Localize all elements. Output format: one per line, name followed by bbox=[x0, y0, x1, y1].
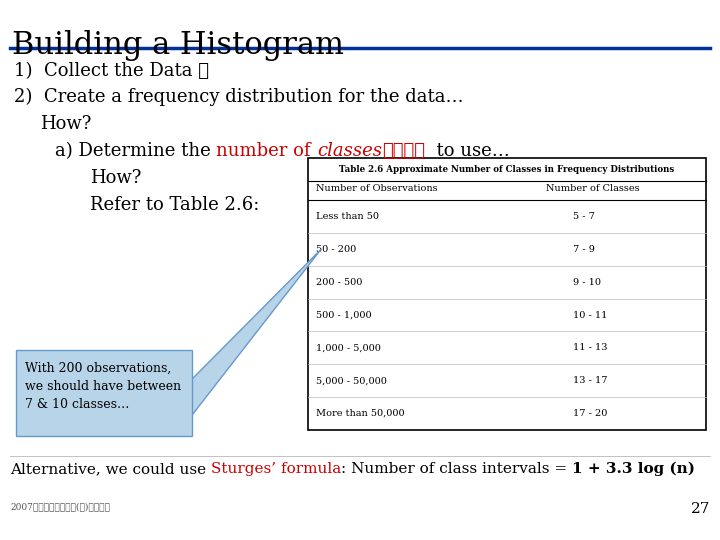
FancyBboxPatch shape bbox=[16, 350, 192, 436]
Text: 9 - 10: 9 - 10 bbox=[573, 278, 601, 287]
Text: 27: 27 bbox=[690, 502, 710, 516]
Text: 1 + 3.3 log (n): 1 + 3.3 log (n) bbox=[572, 462, 696, 476]
Text: 11 - 13: 11 - 13 bbox=[573, 343, 608, 353]
Text: How?: How? bbox=[40, 115, 91, 133]
Text: Alternative, we could use: Alternative, we could use bbox=[10, 462, 211, 476]
Polygon shape bbox=[192, 249, 321, 415]
Text: 500 - 1,000: 500 - 1,000 bbox=[316, 310, 372, 320]
Text: More than 50,000: More than 50,000 bbox=[316, 409, 405, 418]
Text: Number of Classes: Number of Classes bbox=[546, 184, 639, 193]
Text: 5,000 - 50,000: 5,000 - 50,000 bbox=[316, 376, 387, 385]
Text: 17 - 20: 17 - 20 bbox=[573, 409, 608, 418]
Text: number of: number of bbox=[217, 142, 317, 160]
Text: Number of Observations: Number of Observations bbox=[316, 184, 438, 193]
Text: Sturges’ formula: Sturges’ formula bbox=[211, 462, 341, 476]
Text: a) Determine the: a) Determine the bbox=[55, 142, 217, 160]
Text: 200 - 500: 200 - 500 bbox=[316, 278, 362, 287]
Text: With 200 observations,
we should have between
7 & 10 classes…: With 200 observations, we should have be… bbox=[25, 362, 181, 411]
Text: 2007年管理科学研究法(一)基礎概念: 2007年管理科学研究法(一)基礎概念 bbox=[10, 502, 110, 511]
Text: Less than 50: Less than 50 bbox=[316, 212, 379, 221]
Text: 13 - 17: 13 - 17 bbox=[573, 376, 608, 385]
Text: How?: How? bbox=[90, 169, 141, 187]
FancyBboxPatch shape bbox=[308, 158, 706, 430]
Text: Table 2.6 Approximate Number of Classes in Frequency Distributions: Table 2.6 Approximate Number of Classes … bbox=[339, 165, 675, 174]
Text: 10 - 11: 10 - 11 bbox=[573, 310, 608, 320]
Text: classes: classes bbox=[317, 142, 382, 160]
Text: Building a Histogram: Building a Histogram bbox=[12, 30, 344, 61]
Text: Refer to Table 2.6:: Refer to Table 2.6: bbox=[90, 196, 259, 214]
Text: 2)  Create a frequency distribution for the data…: 2) Create a frequency distribution for t… bbox=[14, 88, 464, 106]
Text: 1)  Collect the Data ✓: 1) Collect the Data ✓ bbox=[14, 62, 209, 80]
Text: 5 - 7: 5 - 7 bbox=[573, 212, 595, 221]
Text: 50 - 200: 50 - 200 bbox=[316, 245, 356, 254]
Text: 1,000 - 5,000: 1,000 - 5,000 bbox=[316, 343, 381, 353]
Text: 7 - 9: 7 - 9 bbox=[573, 245, 595, 254]
Text: （组数）: （组数） bbox=[382, 142, 425, 160]
Text: to use…: to use… bbox=[425, 142, 510, 160]
Text: : Number of class intervals =: : Number of class intervals = bbox=[341, 462, 572, 476]
